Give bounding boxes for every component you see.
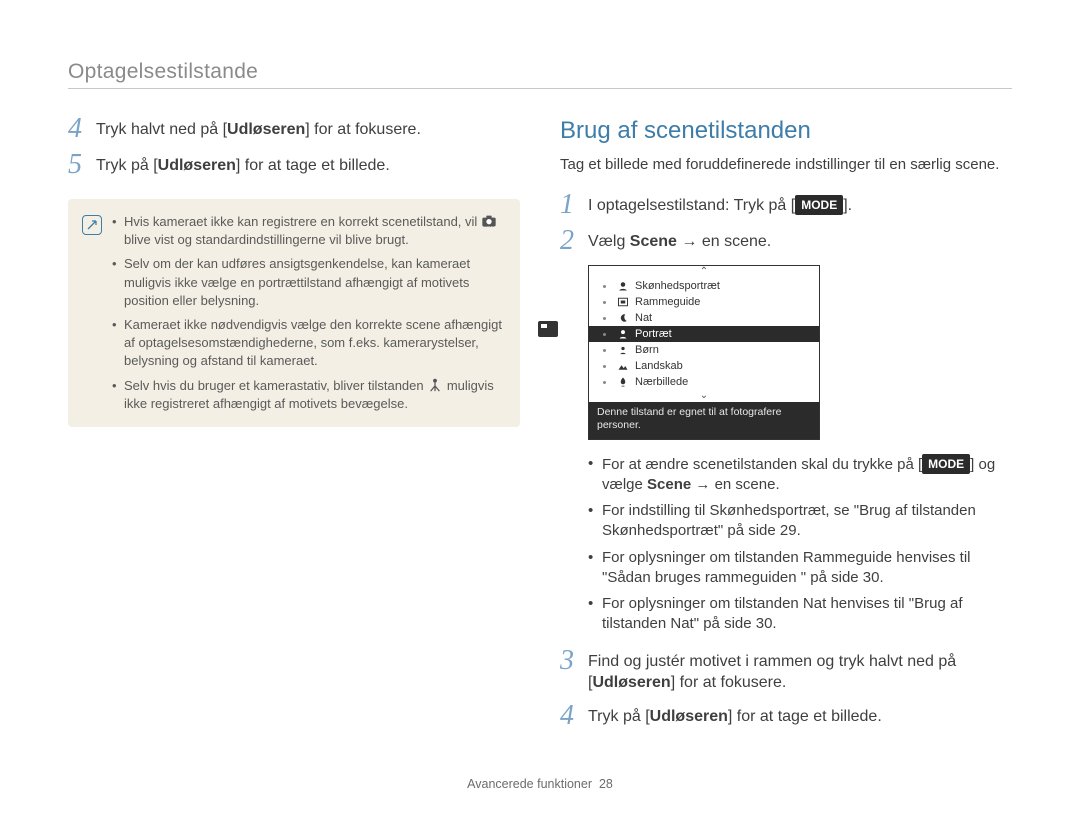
- intro-text: Tag et billede med foruddefinerede indst…: [560, 155, 1012, 175]
- scene-label: Landskab: [635, 360, 683, 372]
- step-4-left: 4 Tryk halvt ned på [Udløseren] for at f…: [68, 117, 520, 143]
- scene-icon: [617, 328, 629, 340]
- step-text: → en scene.: [677, 233, 771, 250]
- step-text: ] for at tage et billede.: [236, 157, 390, 174]
- step-bold: Udløseren: [227, 121, 305, 138]
- step-number: 1: [560, 191, 588, 219]
- scene-row: Nat: [589, 310, 819, 326]
- scene-icon: [617, 312, 629, 324]
- step-text: Tryk på [: [588, 708, 650, 725]
- scene-icon: [617, 296, 629, 308]
- left-column: 4 Tryk halvt ned på [Udløseren] for at f…: [68, 117, 520, 740]
- scroll-up-icon: ⌃: [589, 266, 819, 278]
- scene-row: Landskab: [589, 358, 819, 374]
- step-2-right: 2 Vælg Scene → en scene.: [560, 229, 1012, 255]
- section-title: Optagelsestilstande: [68, 60, 1012, 89]
- step-bold: Udløseren: [158, 157, 236, 174]
- scene-row: Nærbillede: [589, 374, 819, 390]
- mode-chip: MODE: [795, 195, 843, 215]
- note-icon: [82, 215, 102, 235]
- bullet-item: For indstilling til Skønhedsportræt, se …: [588, 501, 1012, 542]
- step-number: 2: [560, 227, 588, 255]
- step-bold: Udløseren: [650, 708, 728, 725]
- note-item: Selv om der kan udføres ansigtsgenkendel…: [112, 255, 504, 310]
- scene-menu-illustration: ⌃ Skønhedsportræt Rammeguide Nat Portræt Bør…: [560, 265, 1012, 439]
- scene-label: Skønhedsportræt: [635, 280, 720, 292]
- step-number: 5: [68, 151, 96, 179]
- scene-label: Nat: [635, 312, 652, 324]
- scene-footer: Denne tilstand er egnet til at fotografe…: [589, 402, 819, 438]
- step-5-left: 5 Tryk på [Udløseren] for at tage et bil…: [68, 153, 520, 179]
- bullet-item: For oplysninger om tilstanden Nat henvis…: [588, 594, 1012, 635]
- step-text: ] for at tage et billede.: [728, 708, 882, 725]
- step-text: ] for at fokusere.: [305, 121, 421, 138]
- scene-label: Portræt: [635, 328, 672, 340]
- scene-icon: [617, 360, 629, 372]
- step-text: Tryk halvt ned på [: [96, 121, 227, 138]
- step-bold: Udløseren: [592, 674, 670, 691]
- scene-icon: [617, 280, 629, 292]
- scene-label: Børn: [635, 344, 659, 356]
- right-column: Brug af scenetilstanden Tag et billede m…: [560, 117, 1012, 740]
- step-number: 4: [68, 115, 96, 143]
- step-text: ].: [843, 197, 852, 214]
- mode-chip: MODE: [922, 454, 970, 474]
- step-3-right: 3 Find og justér motivet i rammen og try…: [560, 649, 1012, 694]
- step-number: 4: [560, 702, 588, 730]
- scene-row: Rammeguide: [589, 294, 819, 310]
- scene-icon: [617, 376, 629, 388]
- note-item: Kameraet ikke nødvendigvis vælge den kor…: [112, 316, 504, 371]
- step-text: I optagelsestilstand: Tryk på [: [588, 197, 795, 214]
- bullet-item: For at ændre scenetilstanden skal du try…: [588, 454, 1012, 496]
- bullet-item: For oplysninger om tilstanden Rammeguide…: [588, 548, 1012, 589]
- note-item: Hvis kameraet ikke kan registrere en kor…: [112, 213, 504, 249]
- movie-icon: [538, 321, 558, 337]
- scroll-down-icon: ⌄: [589, 390, 819, 402]
- tripod-icon: [427, 378, 443, 392]
- step-text: Vælg: [588, 233, 630, 250]
- note-box: Hvis kameraet ikke kan registrere en kor…: [68, 199, 520, 427]
- step-number: 3: [560, 647, 588, 675]
- step-1-right: 1 I optagelsestilstand: Tryk på [MODE].: [560, 193, 1012, 219]
- scene-row: Børn: [589, 342, 819, 358]
- step-bold: Scene: [630, 233, 677, 250]
- note-item: Selv hvis du bruger et kamerastativ, bli…: [112, 377, 504, 413]
- scene-row: Skønhedsportræt: [589, 278, 819, 294]
- scene-icon: [617, 344, 629, 356]
- scene-row: Portræt: [589, 326, 819, 342]
- scene-label: Rammeguide: [635, 296, 700, 308]
- subsection-heading: Brug af scenetilstanden: [560, 117, 1012, 145]
- svg-text:SMART: SMART: [483, 224, 495, 228]
- step-text: Tryk på [: [96, 157, 158, 174]
- step-text: ] for at fokusere.: [671, 674, 787, 691]
- scene-label: Nærbillede: [635, 376, 688, 388]
- step-4-right: 4 Tryk på [Udløseren] for at tage et bil…: [560, 704, 1012, 730]
- page-footer: Avancerede funktioner 28: [0, 777, 1080, 791]
- smart-camera-icon: SMART: [481, 214, 497, 228]
